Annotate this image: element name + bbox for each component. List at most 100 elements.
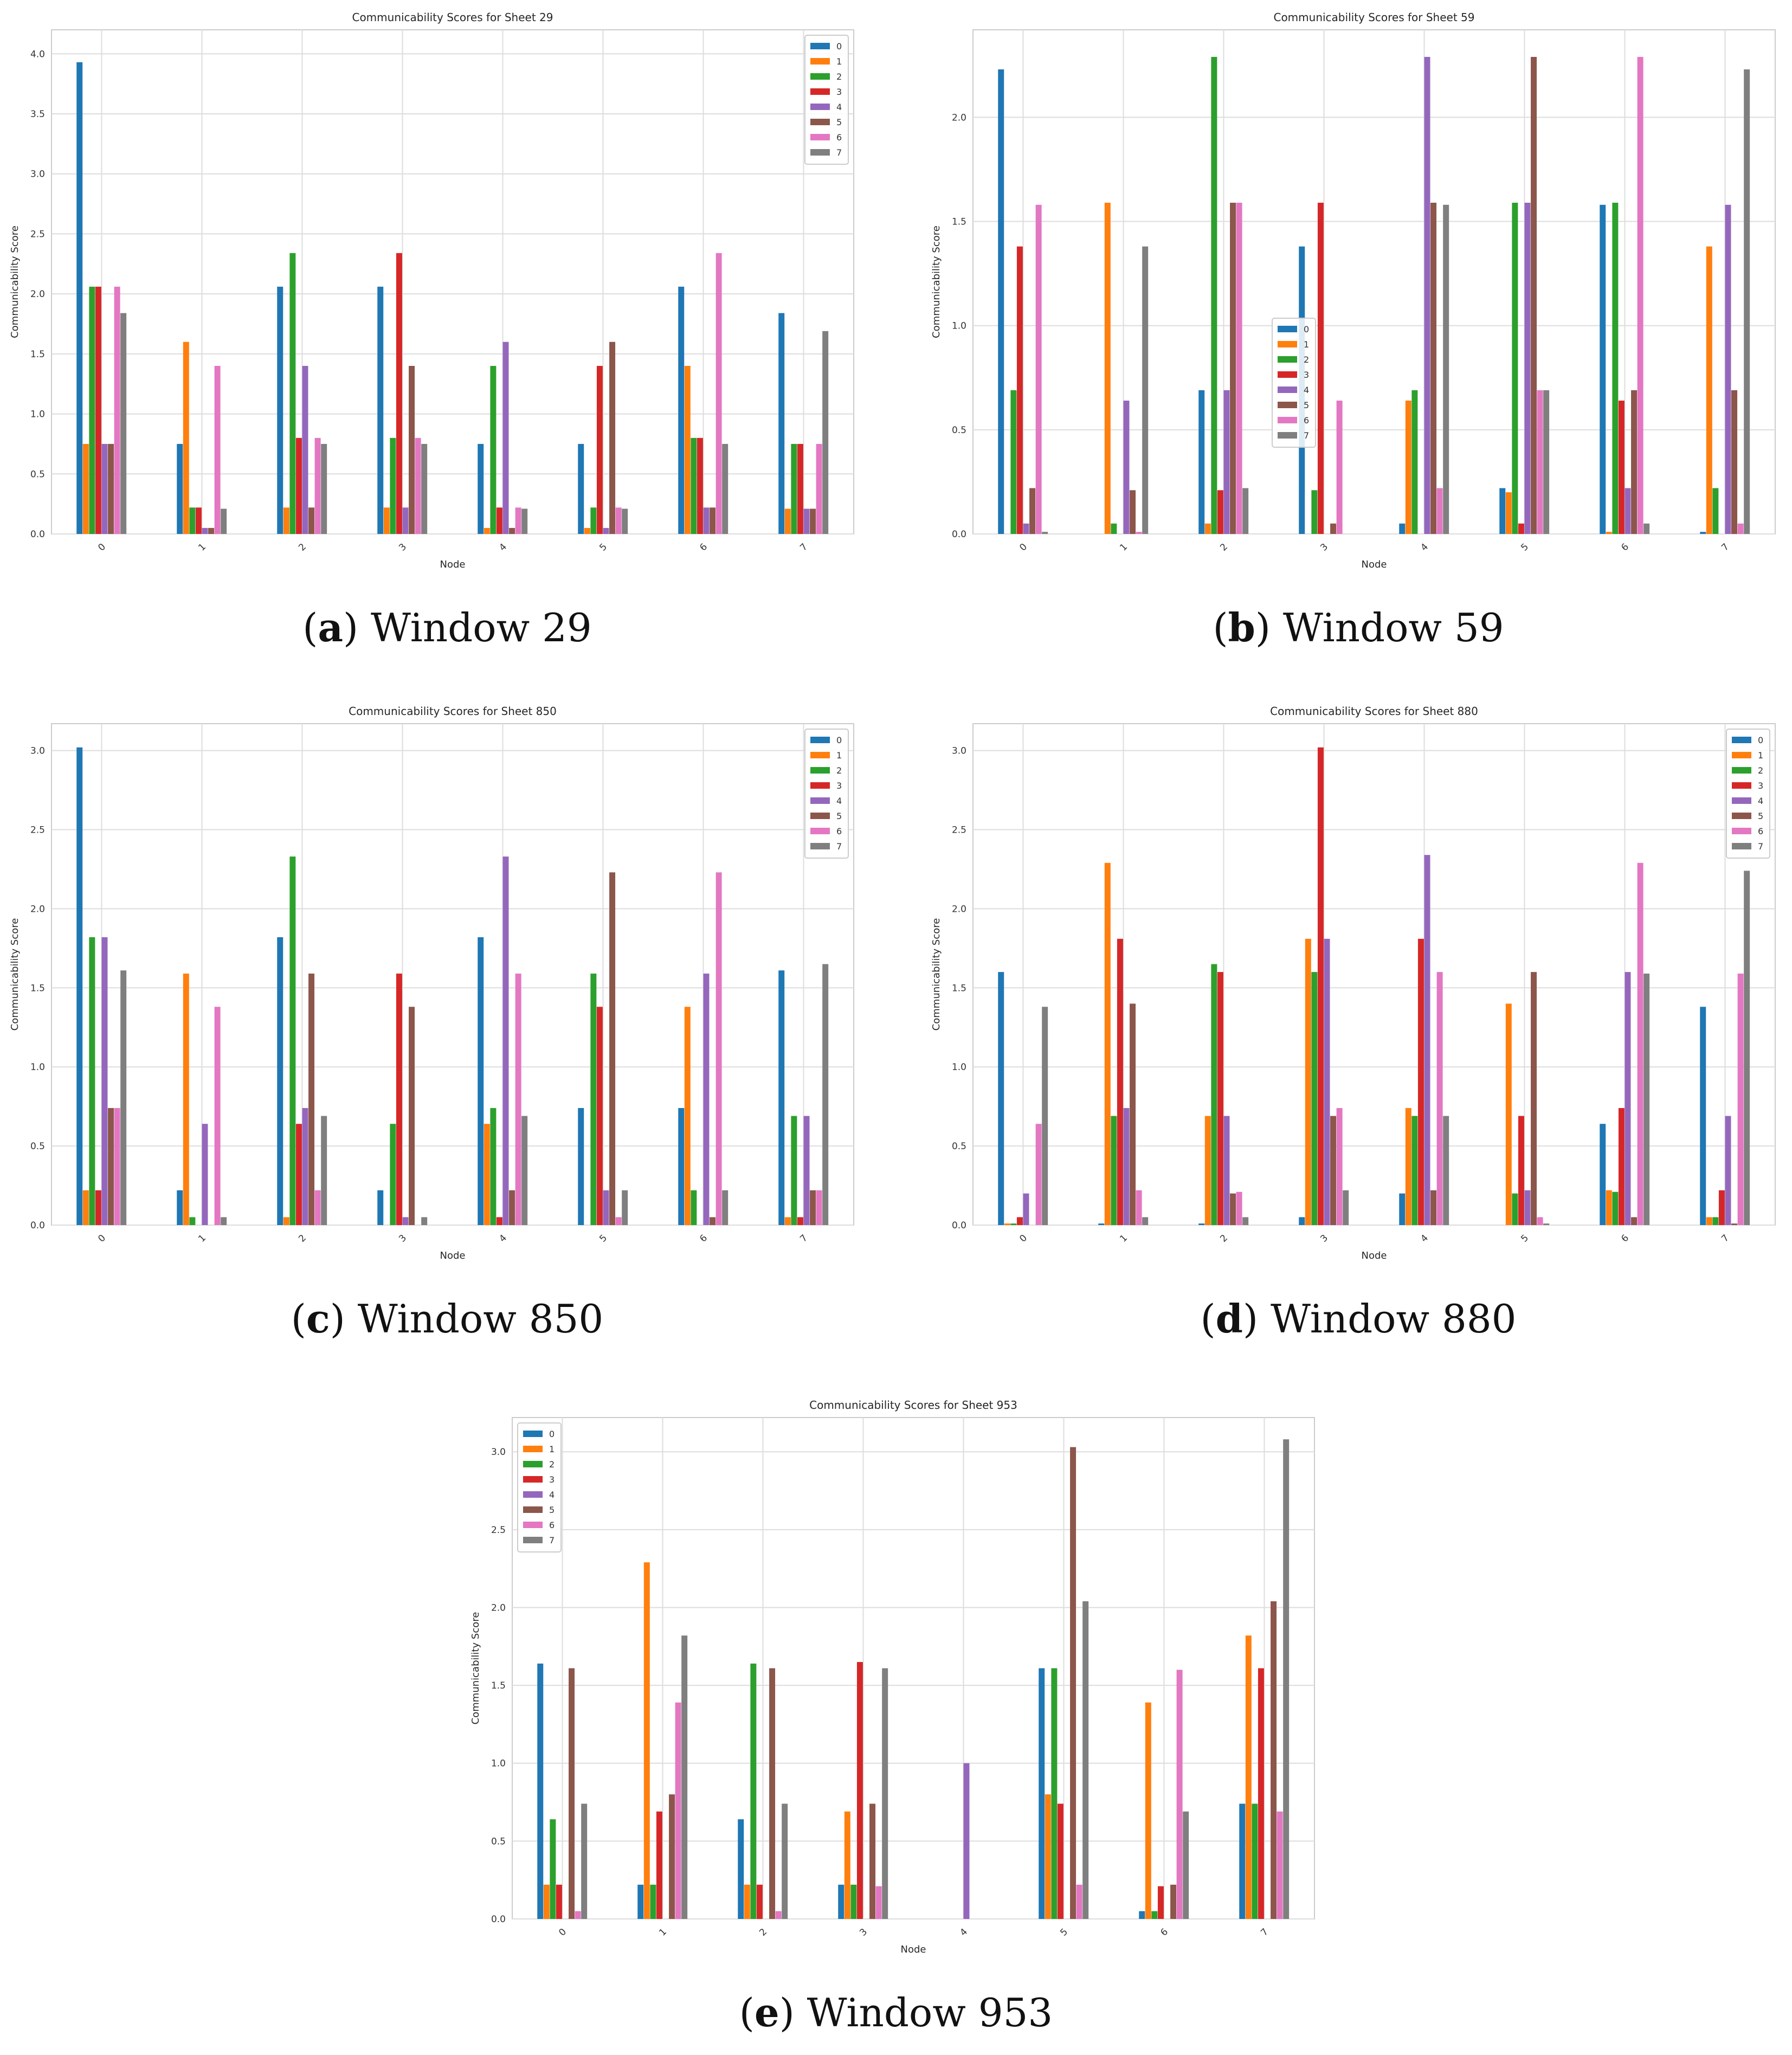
bar	[675, 1702, 681, 1919]
bar	[283, 507, 289, 534]
bar	[697, 437, 703, 534]
y-tick-label: 1.5	[30, 983, 45, 994]
bar	[289, 253, 296, 534]
y-tick-label: 4.0	[30, 49, 45, 60]
bar	[1010, 390, 1017, 534]
y-tick-label: 0.0	[491, 1914, 506, 1925]
bar	[202, 527, 208, 534]
bar	[120, 970, 127, 1225]
bar	[1317, 747, 1324, 1225]
bar	[1245, 1635, 1252, 1919]
bar	[214, 1007, 221, 1225]
bar	[1016, 1217, 1023, 1225]
bar	[684, 366, 691, 534]
bar	[622, 1190, 628, 1225]
bar	[1230, 1193, 1236, 1225]
bar	[377, 1190, 384, 1225]
bar	[1136, 1190, 1142, 1225]
bar	[82, 1190, 89, 1225]
bar	[1045, 1794, 1051, 1919]
bar	[1543, 1223, 1550, 1225]
y-tick-label: 0.0	[952, 529, 966, 540]
bar	[537, 1663, 544, 1919]
y-tick-label: 3.0	[30, 746, 45, 757]
chart-title: Communicability Scores for Sheet 59	[1273, 11, 1474, 24]
bar	[1600, 1124, 1606, 1225]
bar	[803, 1116, 810, 1225]
bar	[1242, 488, 1249, 534]
bar	[308, 974, 315, 1225]
bar	[521, 508, 528, 534]
legend-label: 0	[836, 41, 842, 51]
x-tick-label: 5	[597, 542, 609, 553]
legend-swatch	[523, 1491, 543, 1498]
legend-label: 5	[836, 117, 842, 127]
bar	[183, 342, 189, 534]
bar	[1236, 1191, 1242, 1225]
bar	[581, 1803, 588, 1919]
bar	[1625, 488, 1631, 534]
plot-area	[512, 1417, 1315, 1919]
bar	[637, 1884, 644, 1919]
y-axis-label: Communicability Score	[470, 1612, 481, 1725]
bar	[703, 507, 710, 534]
legend-label: 6	[836, 132, 842, 143]
bar	[302, 1108, 308, 1225]
legend-label: 4	[549, 1490, 555, 1500]
x-axis-label: Node	[1362, 1250, 1387, 1261]
bar	[1198, 390, 1205, 534]
bar	[816, 443, 822, 534]
bar	[490, 1108, 497, 1225]
bar	[1336, 1108, 1343, 1225]
legend-label: 6	[1304, 415, 1309, 426]
legend-label: 4	[836, 102, 842, 112]
bar	[684, 1007, 691, 1225]
x-tick-label: 6	[698, 1233, 710, 1245]
legend-label: 1	[549, 1444, 555, 1454]
legend-swatch	[1732, 797, 1751, 804]
legend-label: 2	[836, 765, 842, 776]
y-tick-label: 0.5	[952, 425, 966, 436]
y-tick-label: 1.0	[952, 1062, 966, 1073]
bar	[1537, 1217, 1543, 1225]
bar	[277, 937, 283, 1225]
bar	[550, 1819, 556, 1919]
bar	[396, 253, 402, 534]
x-tick-label: 5	[1058, 1927, 1070, 1938]
bar	[95, 286, 101, 534]
x-axis-label: Node	[440, 1250, 466, 1261]
bar	[1330, 1116, 1337, 1225]
bar	[478, 937, 484, 1225]
bar	[1531, 972, 1537, 1225]
bar	[101, 443, 108, 534]
bar	[1111, 1116, 1117, 1225]
bar	[998, 972, 1004, 1225]
x-tick-label: 2	[296, 1233, 308, 1245]
figure-d: Communicability Scores for Sheet 880 0.0 0…	[921, 691, 1792, 1306]
bar	[691, 437, 697, 534]
y-tick-label: 3.0	[30, 169, 45, 180]
legend-swatch	[523, 1461, 543, 1467]
bar	[383, 507, 390, 534]
bar	[1700, 532, 1706, 534]
bar	[691, 1190, 697, 1225]
y-tick-label: 0.0	[952, 1220, 966, 1231]
bar	[1145, 1702, 1151, 1919]
bar	[1211, 56, 1217, 534]
legend-swatch	[523, 1431, 543, 1437]
bar	[120, 313, 127, 534]
bar	[1217, 972, 1223, 1225]
bar	[1311, 490, 1318, 534]
bar	[1035, 204, 1042, 534]
bar	[295, 437, 302, 534]
bar	[1029, 488, 1036, 534]
legend-label: 0	[1304, 324, 1309, 334]
bar	[1744, 871, 1750, 1225]
bar	[1330, 523, 1337, 534]
bar	[1283, 1439, 1290, 1919]
bar	[1518, 1116, 1524, 1225]
bar	[822, 331, 829, 534]
bar	[195, 507, 202, 534]
bar	[615, 1217, 622, 1225]
legend-label: 7	[836, 841, 842, 852]
